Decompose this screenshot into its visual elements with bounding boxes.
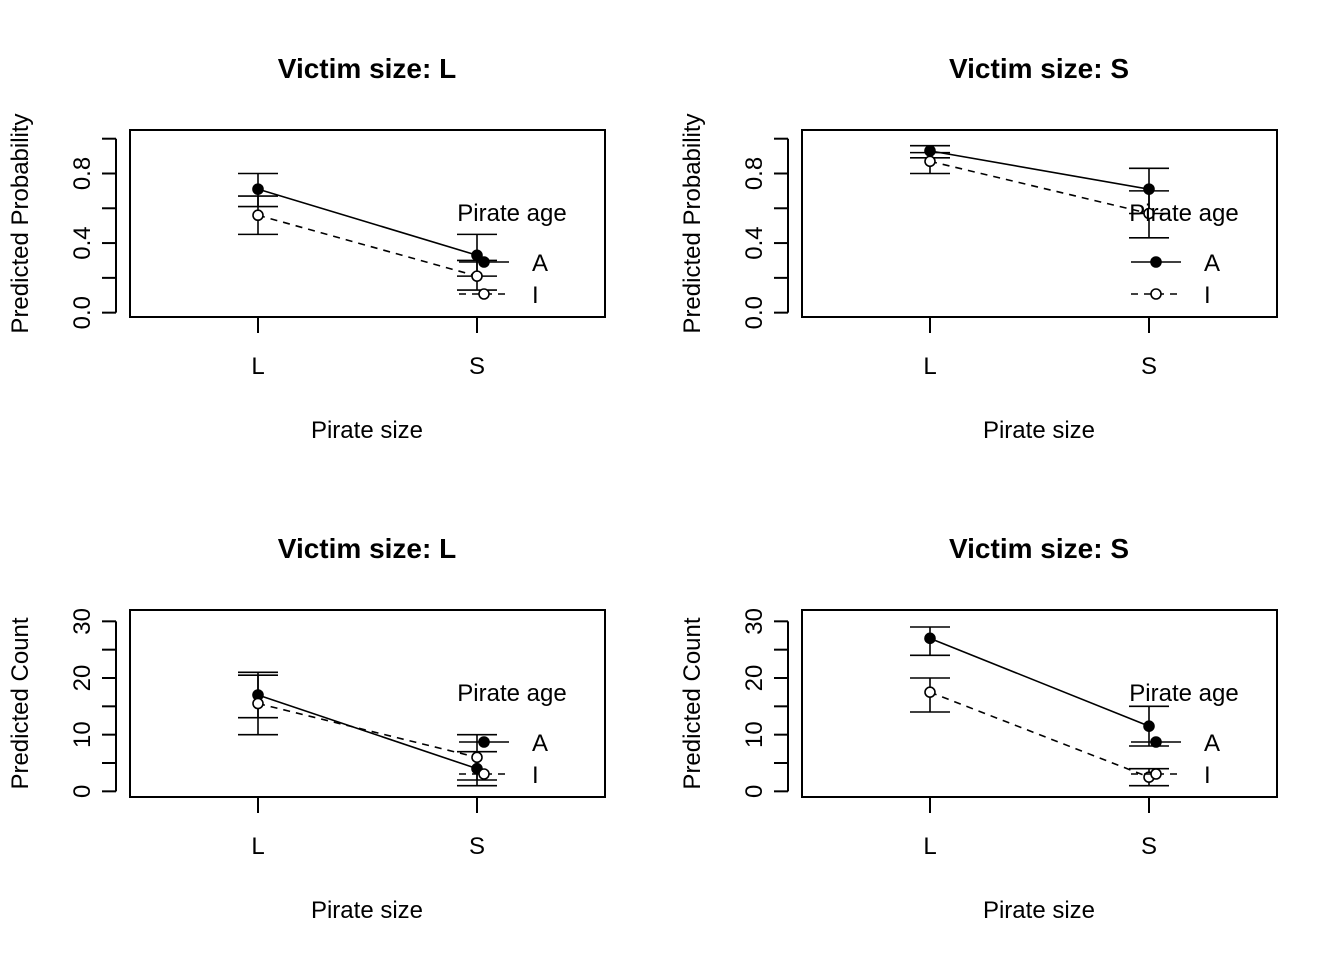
legend-label: A: [532, 730, 548, 757]
x-tick-label: L: [251, 833, 264, 860]
data-point-I: [924, 686, 936, 698]
y-tick-label: 20: [69, 665, 96, 692]
y-axis-label: Predicted Probability: [7, 113, 34, 333]
x-axis-label: Pirate size: [983, 897, 1095, 924]
legend: Pirate age AI: [1129, 200, 1238, 309]
x-tick-label: L: [251, 353, 264, 380]
data-point-I: [471, 751, 483, 764]
y-tick-label: 0.4: [741, 226, 768, 259]
chart-panel-3: Victim size: L 0 10 20 30 Predicted Count L S Pi…: [7, 533, 606, 924]
x-axis-label: Pirate size: [311, 897, 423, 924]
y-tick-label: 0.0: [741, 296, 768, 329]
legend-marker: [478, 768, 490, 780]
y-tick-label: 0.0: [69, 296, 96, 329]
plot-frame: [129, 609, 606, 798]
y-tick-label: 0.4: [69, 226, 96, 259]
chart-panel-4: Victim size: S 0 10 20 30 Predicted Count L S Pi…: [679, 533, 1278, 924]
legend-title: Pirate age: [457, 680, 566, 707]
series-line-A: [929, 637, 1150, 727]
x-tick-label: S: [1141, 353, 1157, 380]
y-tick-label: 10: [741, 721, 768, 748]
data-point-I: [1143, 207, 1155, 220]
legend-marker: [478, 288, 490, 300]
x-tick-label: L: [923, 353, 936, 380]
legend-marker: [478, 256, 490, 268]
x-tick-label: L: [923, 833, 936, 860]
y-axis-label: Predicted Count: [7, 617, 34, 789]
legend: Pirate age AI: [457, 200, 566, 309]
y-tick-label: 0.8: [69, 157, 96, 190]
legend-marker: [1150, 288, 1162, 300]
legend-marker: [1150, 256, 1162, 268]
legend-label: I: [1204, 762, 1211, 789]
legend-label: I: [532, 762, 539, 789]
y-tick-label: 0: [741, 785, 768, 798]
legend: Pirate age AI: [457, 680, 566, 789]
chart-title: Victim size: S: [949, 53, 1129, 84]
data-point-I: [924, 155, 936, 168]
chart-title: Victim size: S: [949, 533, 1129, 564]
plot-frame: [801, 609, 1278, 798]
chart-panel-2: Victim size: S 0.0 0.4 0.8 Predicted Probabi…: [679, 53, 1278, 444]
legend-marker: [478, 736, 490, 748]
y-tick-label: 10: [69, 721, 96, 748]
chart-title: Victim size: L: [278, 53, 456, 84]
legend-label: A: [532, 250, 548, 277]
data-point-A: [1143, 720, 1155, 732]
series-line-I: [257, 702, 478, 759]
x-tick-label: S: [469, 833, 485, 860]
plot-frame: [129, 129, 606, 318]
x-axis-label: Pirate size: [311, 417, 423, 444]
series-line-I: [929, 691, 1150, 778]
chart-panel-1: Victim size: L 0.0 0.4 0.8 Predicted Probabi…: [7, 53, 606, 444]
plot-frame: [801, 129, 1278, 318]
legend-label: I: [1204, 282, 1211, 309]
data-point-A: [252, 183, 264, 195]
legend-title: Pirate age: [457, 200, 566, 227]
legend-marker: [1150, 736, 1162, 748]
data-point-I: [252, 209, 264, 222]
legend-title: Pirate age: [1129, 200, 1238, 227]
series-line-I: [929, 160, 1150, 215]
x-tick-label: S: [469, 353, 485, 380]
legend-title: Pirate age: [1129, 680, 1238, 707]
x-axis-label: Pirate size: [983, 417, 1095, 444]
legend-marker: [1150, 768, 1162, 780]
y-tick-label: 0.8: [741, 157, 768, 190]
legend-label: A: [1204, 250, 1220, 277]
series-line-A: [257, 694, 478, 770]
data-point-A: [924, 632, 936, 645]
y-tick-label: 0: [69, 785, 96, 798]
y-tick-label: 30: [69, 608, 96, 635]
series-line-A: [257, 188, 478, 257]
series-line-A: [929, 150, 1150, 190]
y-tick-label: 30: [741, 608, 768, 635]
y-tick-label: 20: [741, 665, 768, 692]
y-axis-label: Predicted Count: [679, 617, 706, 789]
data-point-I: [471, 270, 483, 282]
data-point-I: [252, 697, 264, 710]
legend-label: A: [1204, 730, 1220, 757]
legend: Pirate age AI: [1129, 680, 1238, 789]
x-tick-label: S: [1141, 833, 1157, 860]
legend-label: I: [532, 282, 539, 309]
chart-title: Victim size: L: [278, 533, 456, 564]
y-axis-label: Predicted Probability: [679, 113, 706, 333]
